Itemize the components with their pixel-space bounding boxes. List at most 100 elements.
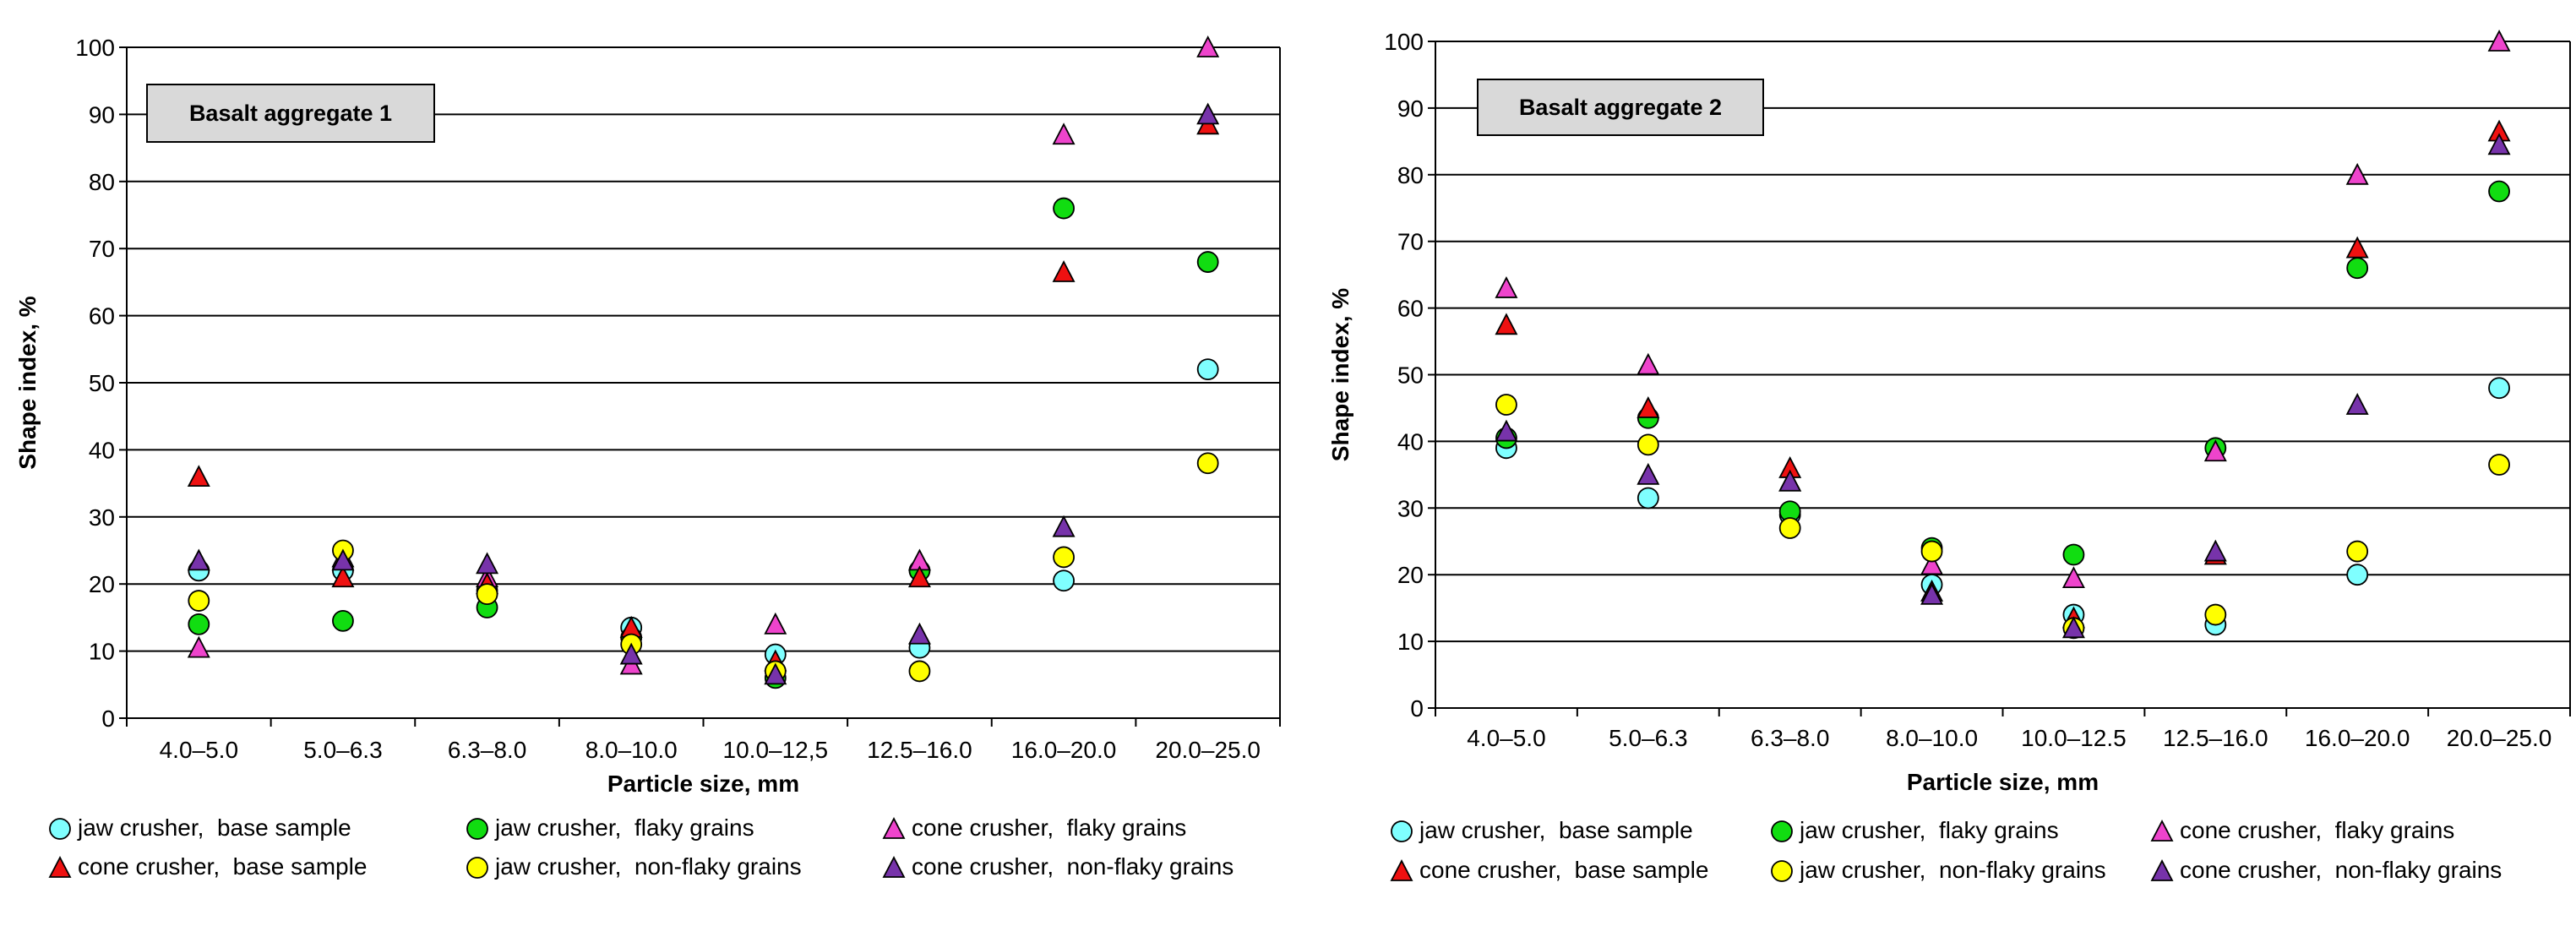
data-point-jaw-nonflaky: [908, 660, 931, 683]
y-tick-label: 90: [89, 101, 115, 128]
data-point-jaw-base: [2346, 564, 2369, 586]
chart-panel-basalt-2: 0 10 20 30 40 50 60 70 80 90 100 4.0–5.0 5.0–6.3 6.3–…: [1288, 0, 2576, 937]
data-point-cone-nonflaky: [2061, 616, 2085, 639]
x-tick-label: 20.0–25.0: [2447, 725, 2552, 751]
legend-item: jaw crusher, non-flaky grains: [465, 850, 802, 884]
legend-marker: [466, 818, 488, 840]
legend-marker-shape: [49, 818, 71, 840]
legend-marker: [2150, 820, 2174, 842]
legend-label: jaw crusher, base sample: [78, 814, 351, 841]
x-tick-label: 10.0–12,5: [723, 737, 829, 763]
legend-marker-shape: [2150, 859, 2174, 881]
legend-item: cone crusher, non-flaky grains: [881, 850, 1234, 884]
legend-label: cone crusher, base sample: [1419, 857, 1709, 883]
legend-marker: [1390, 859, 1413, 881]
y-tick-label: 80: [89, 169, 115, 195]
legend-label: cone crusher, flaky grains: [2180, 817, 2455, 843]
y-tick-label: 100: [75, 35, 115, 61]
x-tick-label: 16.0–20.0: [2305, 725, 2410, 751]
legend-marker-shape: [1771, 860, 1793, 882]
x-tick-label: 8.0–10.0: [1886, 725, 1978, 751]
data-point-cone-nonflaky: [1196, 102, 1220, 125]
data-point-cone-nonflaky: [1778, 469, 1802, 492]
legend-label: jaw crusher, non-flaky grains: [495, 853, 802, 880]
data-point-jaw-base: [2488, 377, 2510, 400]
y-tick-label: 20: [1397, 562, 1424, 588]
y-axis-label: Shape index, %: [1327, 288, 1353, 461]
legend-label: jaw crusher, flaky grains: [495, 814, 754, 841]
data-point-cone-base: [331, 565, 355, 588]
data-point-jaw-flaky: [188, 613, 210, 635]
legend-marker: [882, 817, 906, 839]
y-tick-label: 70: [1397, 229, 1424, 255]
legend-marker-shape: [1391, 820, 1413, 842]
data-point-jaw-nonflaky: [1495, 394, 1517, 416]
data-point-jaw-base: [1196, 358, 1219, 381]
legend-label: jaw crusher, base sample: [1419, 817, 1693, 843]
data-point-jaw-nonflaky: [1053, 546, 1075, 569]
y-tick-label: 60: [89, 303, 115, 330]
x-tick-label: 12.5–16.0: [2163, 725, 2268, 751]
legend-marker-shape: [466, 857, 488, 879]
data-point-cone-nonflaky: [2203, 539, 2227, 562]
x-axis-label: Particle size, mm: [1907, 769, 2099, 795]
legend-label: cone crusher, non-flaky grains: [912, 853, 1234, 880]
data-point-cone-flaky: [1495, 275, 1518, 298]
data-point-jaw-base: [1053, 569, 1075, 592]
data-point-jaw-flaky: [2346, 257, 2369, 280]
x-tick-label: 6.3–8.0: [1751, 725, 1829, 751]
data-point-jaw-nonflaky: [476, 583, 498, 606]
data-point-cone-flaky: [1052, 123, 1076, 145]
data-point-cone-nonflaky: [476, 552, 499, 575]
data-point-cone-flaky: [2487, 30, 2511, 52]
legend-label: jaw crusher, flaky grains: [1800, 817, 2059, 843]
y-tick-label: 90: [1397, 95, 1424, 122]
x-tick-label: 5.0–6.3: [303, 737, 382, 763]
data-point-jaw-flaky: [2488, 180, 2510, 203]
legend-marker-shape: [466, 818, 488, 840]
y-axis-label: Shape index, %: [14, 296, 41, 469]
data-point-cone-flaky: [1637, 352, 1660, 375]
y-tick-label: 20: [89, 571, 115, 597]
data-point-cone-nonflaky: [1052, 515, 1076, 537]
data-point-jaw-base: [1637, 487, 1659, 509]
legend-item: cone crusher, flaky grains: [881, 811, 1186, 845]
y-tick-label: 70: [89, 236, 115, 262]
legend-marker: [48, 856, 72, 878]
legend-item: cone crusher, base sample: [47, 850, 367, 884]
data-point-cone-nonflaky: [764, 662, 787, 685]
data-point-cone-nonflaky: [907, 622, 931, 645]
data-point-jaw-nonflaky: [1920, 540, 1943, 563]
legend-label: jaw crusher, non-flaky grains: [1800, 857, 2106, 883]
data-point-cone-flaky: [2061, 566, 2085, 589]
x-tick-label: 10.0–12.5: [2021, 725, 2127, 751]
data-point-jaw-nonflaky: [1637, 433, 1659, 456]
chart-title-box: Basalt aggregate 1: [146, 84, 435, 143]
y-tick-label: 100: [1384, 29, 1424, 55]
data-point-jaw-nonflaky: [2204, 603, 2227, 626]
y-tick-label: 40: [1397, 428, 1424, 455]
legend-marker: [1771, 820, 1793, 842]
data-point-cone-nonflaky: [619, 642, 643, 665]
y-tick-label: 30: [1397, 495, 1424, 521]
data-point-jaw-nonflaky: [2346, 540, 2369, 563]
data-point-cone-base: [187, 465, 210, 488]
data-point-cone-flaky: [1920, 553, 1944, 575]
y-tick-label: 0: [101, 705, 115, 732]
y-tick-label: 40: [89, 437, 115, 463]
legend-item: cone crusher, non-flaky grains: [2149, 853, 2502, 887]
legend-item: jaw crusher, flaky grains: [465, 811, 754, 845]
x-axis-label: Particle size, mm: [607, 771, 799, 797]
legend-item: jaw crusher, flaky grains: [1769, 814, 2059, 847]
data-point-cone-base: [907, 565, 931, 588]
y-tick-label: 80: [1397, 162, 1424, 188]
data-point-cone-base: [1637, 396, 1660, 418]
data-point-jaw-nonflaky: [188, 590, 210, 612]
data-point-jaw-flaky: [1053, 197, 1075, 220]
y-tick-label: 60: [1397, 296, 1424, 322]
data-point-cone-nonflaky: [2487, 133, 2511, 155]
data-point-cone-flaky: [764, 612, 787, 635]
y-tick-label: 50: [89, 370, 115, 396]
data-point-jaw-nonflaky: [2488, 454, 2510, 476]
legend-marker-shape: [1390, 859, 1413, 881]
